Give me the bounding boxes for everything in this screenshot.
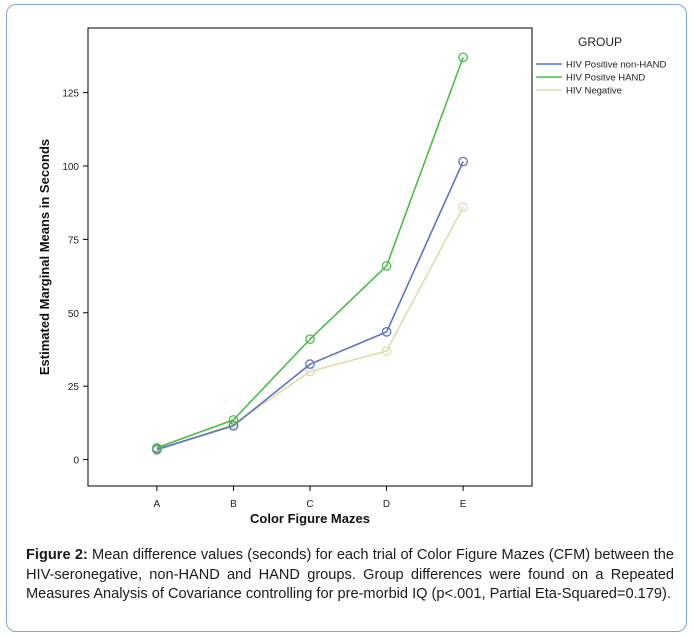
caption-text: Mean difference values (seconds) for eac… xyxy=(26,547,675,602)
data-point xyxy=(381,260,392,271)
legend-title: GROUP xyxy=(578,35,622,49)
x-tick-label: C xyxy=(306,499,313,510)
y-tick-label: 50 xyxy=(68,309,80,320)
x-axis-title: Color Figure Mazes xyxy=(250,511,370,526)
y-tick-label: 0 xyxy=(73,456,79,467)
y-tick-label: 100 xyxy=(62,162,79,173)
y-tick-label: 125 xyxy=(62,89,79,100)
data-point xyxy=(458,52,468,63)
data-point xyxy=(381,346,392,356)
caption-label: Figure 2: xyxy=(26,547,88,563)
line-chart: 0 25 50 75 100 125 A B C D E Color Figure Mazes Esti… xyxy=(37,27,666,526)
y-tick-label: 25 xyxy=(68,382,80,393)
data-point xyxy=(228,415,239,425)
data-point xyxy=(228,420,239,431)
data-point xyxy=(305,366,315,377)
data-point xyxy=(458,202,468,212)
x-tick-label: A xyxy=(154,499,161,510)
x-tick-label: D xyxy=(383,499,390,510)
x-tick-label: B xyxy=(230,499,237,510)
data-point xyxy=(305,359,315,370)
y-axis-title: Estimated Marginal Means in Seconds xyxy=(37,139,52,375)
x-tick-label: E xyxy=(460,499,467,510)
legend-label: HIV Positive non-HAND xyxy=(566,60,666,71)
figure-caption: Figure 2: Mean difference values (second… xyxy=(26,546,674,605)
data-point xyxy=(152,442,162,453)
data-point xyxy=(381,327,392,337)
legend-label: HIV Positve HAND xyxy=(566,73,645,84)
y-tick-label: 75 xyxy=(68,235,80,246)
data-point xyxy=(305,334,315,345)
plot-area xyxy=(87,27,533,487)
data-point xyxy=(458,156,468,167)
legend-label: HIV Negative xyxy=(566,86,622,97)
series-line xyxy=(156,57,464,449)
series-line xyxy=(156,161,464,451)
